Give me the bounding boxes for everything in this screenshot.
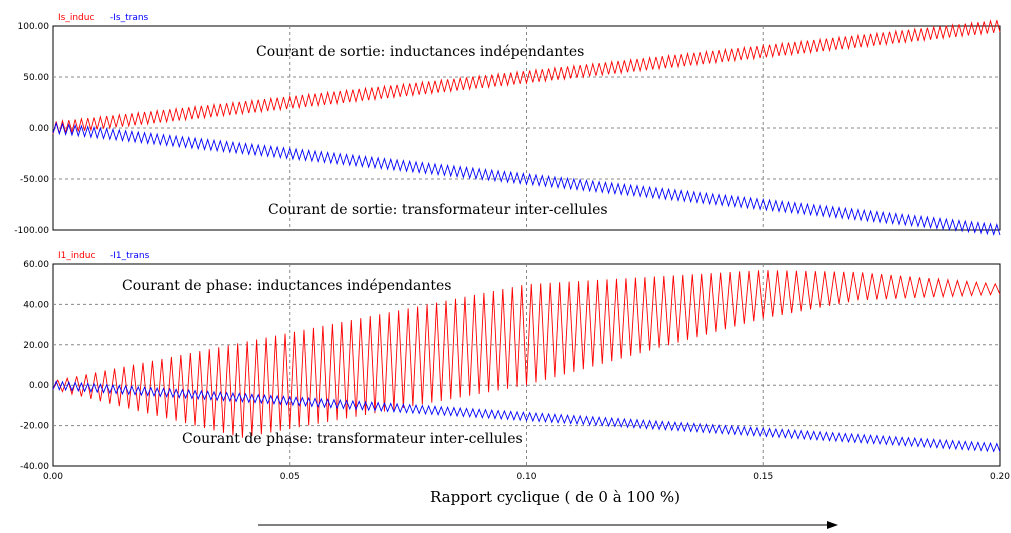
y-tick-label: -40.00	[20, 462, 49, 472]
grid	[53, 26, 1000, 230]
phase-current-chart: 60.00 40.00 20.00 0.00 -20.00 -40.00 0.00 0.05…	[20, 251, 1010, 506]
x-tick-label: 0.15	[753, 472, 773, 482]
x-tick-label: 0.00	[43, 472, 63, 482]
y-tick-label: 0.00	[29, 124, 49, 134]
x-tick-labels: 0.00 0.05 0.10 0.15 0.20	[43, 472, 1010, 482]
series-line-is-induc	[52, 19, 1001, 135]
legend-entry-is-induc: Is_induc	[58, 13, 94, 23]
grid	[53, 264, 1000, 466]
output-current-chart: 100.00 50.00 0.00 -50.00 -100.00 Is_induc -I…	[14, 13, 1001, 236]
y-tick-label: -100.00	[14, 226, 49, 236]
y-tick-label: -20.00	[20, 422, 49, 432]
annotation-phase-transformer: Courant de phase: transformateur inter-c…	[182, 431, 523, 447]
legend-entry-i1-trans: -I1_trans	[110, 251, 150, 261]
series-group	[52, 270, 1001, 453]
x-tick-label: 0.05	[280, 472, 300, 482]
annotation-phase-inductances: Courant de phase: inductances indépendan…	[122, 278, 451, 294]
x-tick-label: 0.20	[990, 472, 1010, 482]
y-tick-label: 50.00	[23, 73, 49, 83]
y-tick-label: 100.00	[18, 22, 50, 32]
x-tick-label: 0.10	[516, 472, 536, 482]
series-line-i1-trans	[52, 380, 1001, 453]
direction-arrow	[258, 521, 838, 529]
series-line-i1-induc	[52, 270, 1001, 438]
legend-entry-is-trans: -Is_trans	[110, 13, 149, 23]
y-tick-label: 40.00	[23, 300, 49, 310]
x-axis-label: Rapport cyclique ( de 0 à 100 %)	[430, 488, 680, 506]
y-tick-labels: 100.00 50.00 0.00 -50.00 -100.00	[14, 22, 49, 236]
series-group	[52, 19, 1001, 236]
y-tick-label: 60.00	[23, 260, 49, 270]
y-tick-label: -50.00	[20, 175, 49, 185]
series-line-is-trans	[52, 121, 1001, 236]
legend-entry-i1-induc: I1_induc	[58, 251, 96, 261]
y-tick-label: 20.00	[23, 341, 49, 351]
y-tick-labels: 60.00 40.00 20.00 0.00 -20.00 -40.00	[20, 260, 49, 472]
y-tick-label: 0.00	[29, 381, 49, 391]
annotation-output-transformer: Courant de sortie: transformateur inter-…	[268, 202, 608, 218]
annotation-output-inductances: Courant de sortie: inductances indépenda…	[256, 44, 584, 60]
